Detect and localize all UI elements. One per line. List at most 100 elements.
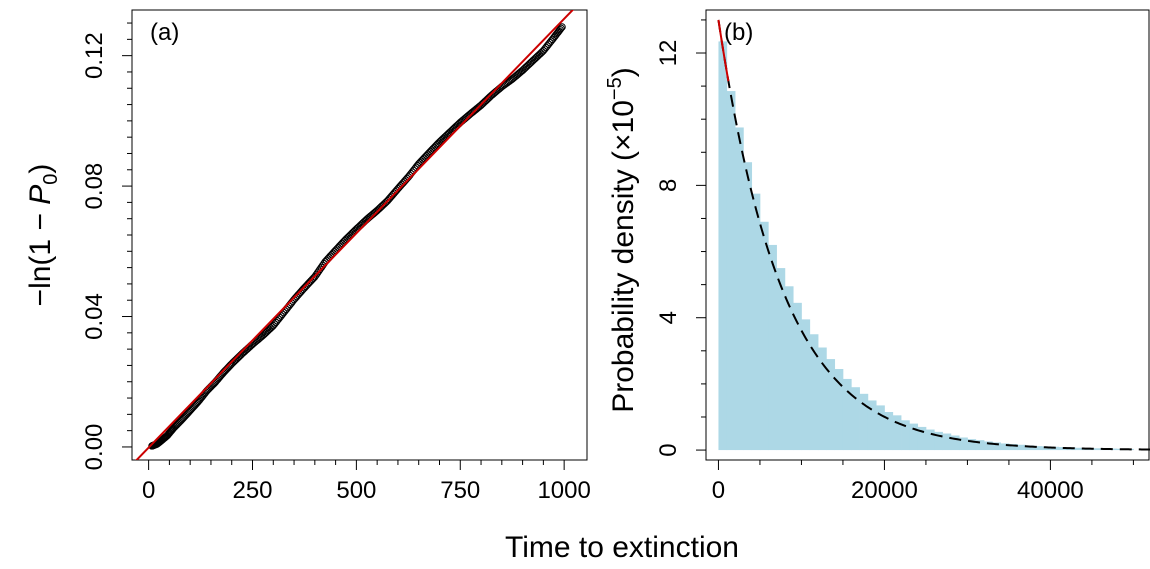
data-point	[481, 97, 489, 106]
y-tick-label-a: 0.08	[81, 163, 108, 210]
initial-fit-segment	[717, 19, 730, 82]
data-point	[378, 201, 387, 210]
histogram-bar	[909, 423, 919, 451]
data-points	[148, 23, 566, 450]
data-point	[259, 331, 267, 340]
data-point	[379, 200, 388, 209]
data-point	[261, 329, 270, 337]
histogram-bar	[801, 319, 811, 451]
data-point	[522, 62, 531, 71]
y-tick-label-a: 0.04	[81, 293, 108, 340]
histogram-bar	[884, 412, 894, 451]
y-tick-label-a: 0.00	[81, 424, 108, 471]
histogram-bar	[934, 431, 943, 451]
histogram-bar	[984, 441, 993, 451]
data-point	[483, 95, 492, 103]
density-curve	[717, 19, 1150, 451]
data-point	[520, 65, 528, 73]
y-label-a-var: P	[24, 185, 57, 205]
data-point	[531, 54, 540, 62]
y-tick-label-b: 8	[655, 179, 682, 192]
data-point	[530, 55, 538, 64]
data-point	[313, 269, 322, 277]
panel-b: 0 20000 40000 0 4 8 12 (b)	[655, 9, 1150, 504]
histogram-bar	[1033, 446, 1043, 451]
data-point	[527, 58, 536, 66]
data-point	[558, 23, 566, 31]
data-point	[557, 24, 565, 33]
data-point	[377, 203, 385, 211]
data-point	[438, 135, 446, 144]
histogram-bar	[992, 442, 1002, 451]
histogram-bar	[718, 41, 728, 451]
histogram-bar	[776, 268, 786, 451]
data-point	[534, 51, 542, 60]
x-tick-label-a: 1000	[537, 477, 590, 504]
histogram-bar	[751, 193, 761, 451]
histogram-bar	[1000, 443, 1010, 451]
histogram-bar	[901, 420, 910, 451]
histogram-bar	[959, 437, 968, 451]
data-point	[312, 271, 320, 279]
histogram-bar	[784, 286, 794, 451]
x-tick-label-a: 500	[336, 477, 376, 504]
data-point	[478, 100, 487, 108]
data-point	[440, 133, 449, 141]
histogram-bar	[759, 221, 769, 451]
x-tick-label-a: 750	[440, 477, 480, 504]
histogram-bar	[818, 347, 827, 451]
y-tick-label-b: 12	[655, 40, 682, 67]
data-point	[525, 60, 533, 68]
panel-a-label: (a)	[150, 19, 179, 46]
panel-a-y-axis-label: −ln(1 − P0)	[24, 164, 62, 307]
data-point	[376, 204, 384, 212]
data-point	[537, 49, 545, 57]
fit-line	[135, 10, 575, 460]
data-point	[311, 273, 319, 281]
y-label-a-close: )	[24, 164, 57, 174]
data-point	[535, 50, 544, 59]
histogram-bar	[726, 91, 736, 451]
data-point	[374, 205, 383, 214]
data-point	[435, 138, 444, 146]
histogram-bar	[1108, 448, 1118, 451]
data-point	[434, 139, 442, 148]
x-axis-label: Time to extinction	[505, 531, 739, 564]
x-tick-label-a: 0	[142, 477, 155, 504]
data-point	[263, 328, 271, 336]
panel-a: 0 250 500 750 1000 0.00 0.04 0.08 0.12 (a)	[81, 9, 591, 504]
panel-b-label: (b)	[724, 19, 753, 46]
histogram-bar	[1017, 444, 1026, 451]
histogram-bar	[917, 426, 927, 451]
data-point	[477, 101, 485, 109]
data-point	[529, 56, 537, 65]
panel-b-y-axis-label-exponent: −5	[604, 77, 626, 100]
histogram-bar	[859, 393, 869, 451]
histogram-bar	[842, 378, 852, 451]
histogram-bar	[1075, 447, 1085, 451]
data-point	[266, 324, 275, 332]
histogram-bar	[809, 334, 819, 451]
histogram-bar	[950, 435, 960, 451]
x-tick-label-b: 40000	[1017, 477, 1084, 504]
data-point	[526, 59, 535, 67]
data-point	[518, 66, 527, 75]
data-point	[442, 132, 450, 140]
y-label-a-part: −ln(1 −	[24, 205, 57, 307]
histogram-bar	[967, 439, 977, 451]
data-point	[521, 64, 529, 72]
histogram-bar	[735, 127, 744, 451]
data-point	[315, 267, 323, 275]
data-point	[260, 330, 268, 338]
data-point	[381, 199, 389, 207]
x-tick-label-b: 0	[712, 477, 725, 504]
y-tick-label-b: 4	[655, 311, 682, 324]
histogram-bar	[867, 400, 877, 451]
histogram-bar	[743, 162, 753, 451]
histogram-bar	[851, 387, 860, 451]
histogram-bar	[1025, 445, 1035, 451]
panel-b-marks	[717, 19, 1150, 451]
histogram-bar	[1008, 444, 1018, 451]
y-tick-label-b: 0	[655, 443, 682, 456]
